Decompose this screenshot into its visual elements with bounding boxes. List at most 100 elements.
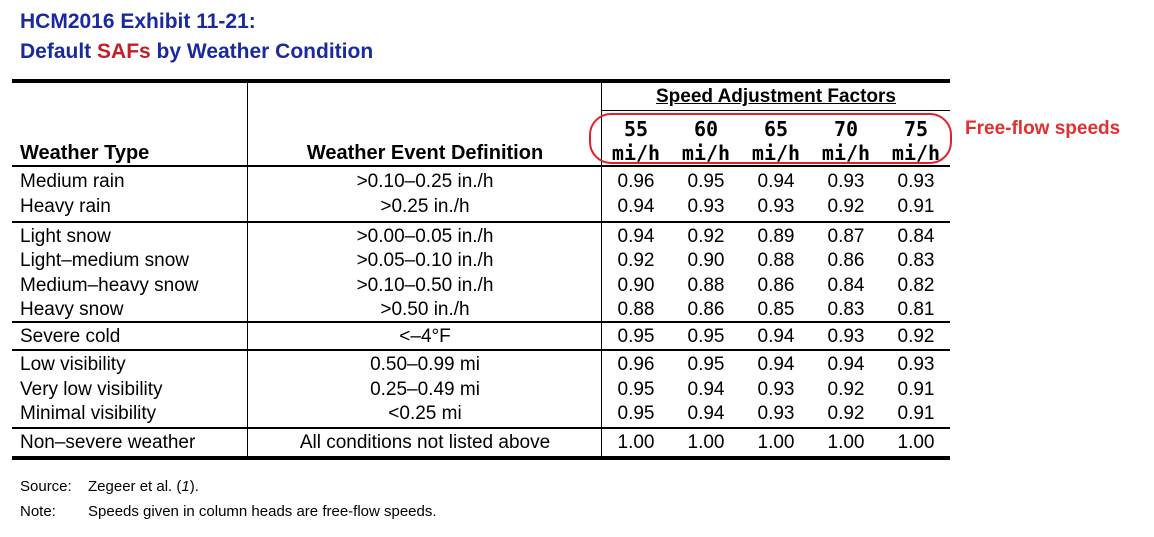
saf-value-cell: 0.96	[617, 171, 655, 192]
speed-header-value: 60	[693, 117, 719, 141]
speed-header-unit: mi/h	[751, 141, 801, 165]
saf-value-cell: 1.00	[897, 432, 935, 453]
saf-value-cell: 0.95	[617, 379, 655, 400]
saf-value-cell: 0.91	[897, 379, 935, 400]
saf-value-cell: 0.87	[827, 226, 865, 247]
definition-cell: <–4°F	[399, 326, 451, 347]
col-divider-definition	[601, 81, 602, 458]
table-bottom-rule	[12, 456, 950, 460]
saf-value-cell: 0.93	[757, 403, 795, 424]
saf-value-cell: 0.82	[897, 275, 935, 296]
weather-type-cell: Light–medium snow	[20, 250, 189, 271]
saf-value-cell: 0.85	[757, 299, 795, 320]
note-label: Note:	[20, 503, 56, 520]
weather-type-cell: Light snow	[20, 226, 111, 247]
saf-value-cell: 0.92	[687, 226, 725, 247]
speed-header-unit: mi/h	[681, 141, 731, 165]
definition-cell: >0.10–0.25 in./h	[356, 171, 494, 192]
saf-value-cell: 0.81	[897, 299, 935, 320]
speed-header-unit: mi/h	[611, 141, 661, 165]
note-footnote: Note: Speeds given in column heads are fr…	[20, 503, 437, 520]
saf-value-cell: 0.94	[757, 354, 795, 375]
saf-value-cell: 0.92	[827, 196, 865, 217]
saf-value-cell: 1.00	[757, 432, 795, 453]
saf-value-cell: 0.83	[827, 299, 865, 320]
definition-cell: >0.10–0.50 in./h	[356, 275, 494, 296]
saf-value-cell: 0.89	[757, 226, 795, 247]
group-divider-visibility	[12, 427, 950, 429]
speed-header-unit: mi/h	[821, 141, 871, 165]
saf-value-cell: 0.93	[897, 354, 935, 375]
saf-value-cell: 0.86	[827, 250, 865, 271]
saf-value-cell: 0.83	[897, 250, 935, 271]
definition-cell: >0.00–0.05 in./h	[356, 226, 494, 247]
free-flow-speeds-label: Free-flow speeds	[965, 118, 1121, 139]
group-divider-rain	[12, 221, 950, 223]
definition-cell: 0.25–0.49 mi	[370, 379, 480, 400]
col-header-weather-type: Weather Type	[20, 142, 150, 164]
saf-value-cell: 0.86	[687, 299, 725, 320]
saf-header-underline-rule	[602, 110, 950, 111]
subtitle-highlight: SAFs	[97, 40, 151, 63]
weather-type-cell: Non–severe weather	[20, 432, 196, 453]
saf-value-cell: 0.92	[897, 326, 935, 347]
definition-cell: >0.50 in./h	[380, 299, 470, 320]
definition-cell: All conditions not listed above	[299, 432, 551, 453]
saf-value-cell: 0.93	[757, 379, 795, 400]
group-divider-cold	[12, 349, 950, 351]
speed-header-value: 55	[623, 117, 649, 141]
weather-type-cell: Heavy snow	[20, 299, 124, 320]
col-header-definition: Weather Event Definition	[306, 142, 544, 164]
saf-value-cell: 0.94	[617, 196, 655, 217]
definition-cell: >0.25 in./h	[380, 196, 470, 217]
subtitle-suffix: by Weather Condition	[150, 40, 374, 63]
speed-header-value: 70	[833, 117, 859, 141]
source-label: Source:	[20, 478, 72, 495]
note-text: Speeds given in column heads are free-fl…	[88, 503, 437, 520]
table-top-rule	[12, 79, 950, 83]
group-divider-snow	[12, 321, 950, 323]
weather-type-cell: Severe cold	[20, 326, 121, 347]
saf-value-cell: 0.91	[897, 403, 935, 424]
saf-value-cell: 0.88	[757, 250, 795, 271]
weather-type-cell: Medium rain	[20, 171, 125, 192]
saf-group-header: Speed Adjustment Factors	[655, 86, 896, 107]
saf-value-cell: 0.91	[897, 196, 935, 217]
source-footnote: Source: Zegeer et al. (1).	[20, 478, 199, 495]
saf-value-cell: 0.84	[897, 226, 935, 247]
speed-header-value: 75	[903, 117, 929, 141]
saf-value-cell: 0.93	[827, 326, 865, 347]
saf-value-cell: 0.94	[687, 379, 725, 400]
subtitle-prefix: Default	[20, 40, 98, 63]
definition-cell: >0.05–0.10 in./h	[356, 250, 494, 271]
definition-cell: 0.50–0.99 mi	[370, 354, 480, 375]
definition-cell: <0.25 mi	[388, 403, 462, 424]
saf-value-cell: 0.94	[827, 354, 865, 375]
saf-value-cell: 0.90	[687, 250, 725, 271]
header-bottom-rule	[12, 165, 950, 167]
weather-type-cell: Minimal visibility	[20, 403, 157, 424]
saf-value-cell: 0.96	[617, 354, 655, 375]
saf-value-cell: 0.93	[827, 171, 865, 192]
saf-value-cell: 0.94	[757, 171, 795, 192]
saf-value-cell: 0.88	[617, 299, 655, 320]
saf-value-cell: 0.88	[687, 275, 725, 296]
saf-value-cell: 0.92	[617, 250, 655, 271]
source-end: ).	[189, 478, 199, 495]
weather-type-cell: Low visibility	[20, 354, 126, 375]
saf-value-cell: 0.95	[687, 354, 725, 375]
saf-value-cell: 0.94	[617, 226, 655, 247]
saf-value-cell: 0.92	[827, 403, 865, 424]
saf-value-cell: 0.95	[687, 171, 725, 192]
saf-value-cell: 1.00	[617, 432, 655, 453]
weather-type-cell: Very low visibility	[20, 379, 163, 400]
free-flow-highlight-box	[589, 113, 952, 164]
saf-value-cell: 0.86	[757, 275, 795, 296]
exhibit-title: HCM2016 Exhibit 11-21:	[20, 10, 256, 33]
col-divider-type	[247, 81, 248, 458]
source-text: Zegeer et al. (	[88, 478, 182, 495]
weather-type-cell: Medium–heavy snow	[20, 275, 199, 296]
exhibit-subtitle: Default SAFs by Weather Condition	[20, 40, 373, 64]
speed-header-value: 65	[763, 117, 789, 141]
saf-value-cell: 0.94	[757, 326, 795, 347]
